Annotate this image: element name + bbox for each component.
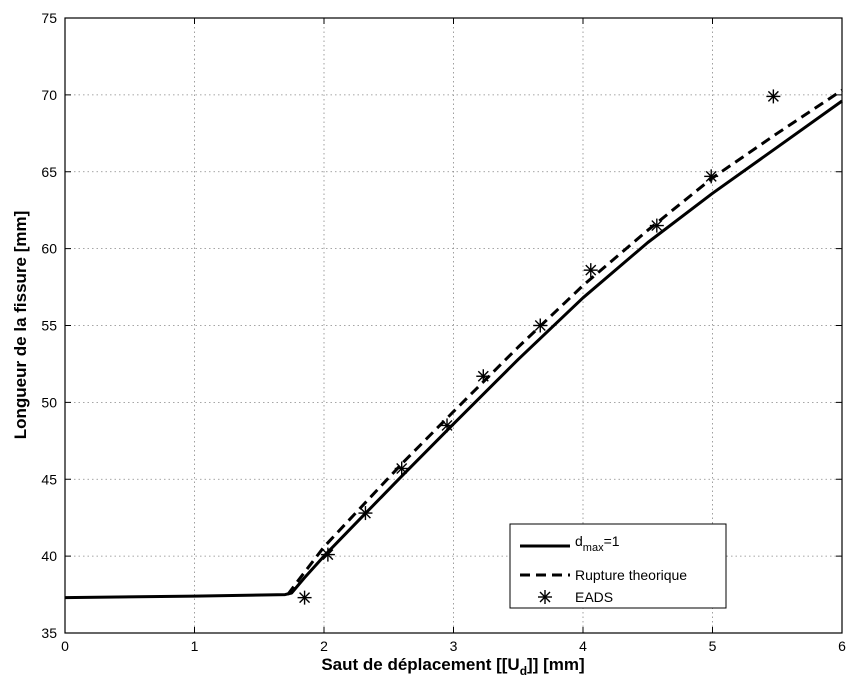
- eads-point: [394, 461, 409, 476]
- y-axis-title: Longueur de la fissure [mm]: [11, 211, 30, 440]
- eads-point: [320, 547, 335, 562]
- eads-point: [649, 218, 664, 233]
- y-tick-label: 70: [41, 87, 57, 103]
- x-tick-label: 3: [450, 638, 458, 654]
- x-tick-label: 6: [838, 638, 846, 654]
- y-tick-label: 60: [41, 241, 57, 257]
- legend-label-rupture: Rupture theorique: [575, 567, 687, 583]
- eads-point: [583, 263, 598, 278]
- x-axis-title: Saut de déplacement [[Ud]] [mm]: [321, 655, 584, 678]
- eads-point: [358, 506, 373, 521]
- y-tick-label: 45: [41, 471, 57, 487]
- y-tick-label: 35: [41, 625, 57, 641]
- grid: [65, 18, 842, 633]
- eads-point: [297, 590, 312, 605]
- legend-label-dmax: dmax=1: [575, 533, 620, 554]
- legend-swatch-asterisk: [538, 590, 552, 604]
- y-tick-label: 40: [41, 548, 57, 564]
- legend-label-eads: EADS: [575, 589, 613, 605]
- eads-point: [440, 418, 455, 433]
- series-layer: [64, 89, 843, 605]
- y-tick-label: 65: [41, 164, 57, 180]
- y-tick-label: 55: [41, 318, 57, 334]
- legend: dmax=1 Rupture theorique EADS: [509, 523, 727, 609]
- eads-point: [704, 169, 719, 184]
- x-tick-label: 5: [709, 638, 717, 654]
- eads-point: [533, 318, 548, 333]
- x-tick-label: 4: [579, 638, 587, 654]
- eads-point: [766, 89, 781, 104]
- eads-point: [476, 369, 491, 384]
- x-tick-label: 1: [191, 638, 199, 654]
- x-tick-label: 0: [61, 638, 69, 654]
- legend-box: [509, 523, 727, 609]
- y-tick-label: 50: [41, 394, 57, 410]
- y-tick-label: 75: [41, 10, 57, 26]
- x-tick-label: 2: [320, 638, 328, 654]
